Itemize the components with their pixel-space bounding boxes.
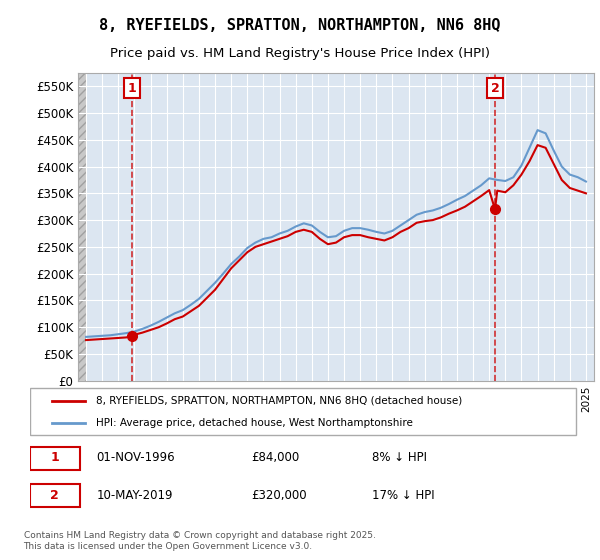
- Text: 10-MAY-2019: 10-MAY-2019: [96, 489, 173, 502]
- Bar: [78, 73, 86, 381]
- FancyBboxPatch shape: [30, 389, 577, 435]
- Text: 8, RYEFIELDS, SPRATTON, NORTHAMPTON, NN6 8HQ (detached house): 8, RYEFIELDS, SPRATTON, NORTHAMPTON, NN6…: [96, 395, 463, 405]
- Text: 8% ↓ HPI: 8% ↓ HPI: [372, 451, 427, 464]
- FancyBboxPatch shape: [30, 484, 80, 507]
- Text: 8, RYEFIELDS, SPRATTON, NORTHAMPTON, NN6 8HQ: 8, RYEFIELDS, SPRATTON, NORTHAMPTON, NN6…: [99, 18, 501, 33]
- Text: HPI: Average price, detached house, West Northamptonshire: HPI: Average price, detached house, West…: [96, 418, 413, 428]
- Bar: [78, 73, 86, 381]
- Text: 17% ↓ HPI: 17% ↓ HPI: [372, 489, 435, 502]
- Text: £320,000: £320,000: [251, 489, 307, 502]
- Text: 1: 1: [50, 451, 59, 464]
- Text: £84,000: £84,000: [251, 451, 299, 464]
- Text: 1: 1: [127, 82, 136, 95]
- Text: Price paid vs. HM Land Registry's House Price Index (HPI): Price paid vs. HM Land Registry's House …: [110, 48, 490, 60]
- Text: 2: 2: [50, 489, 59, 502]
- Text: Contains HM Land Registry data © Crown copyright and database right 2025.
This d: Contains HM Land Registry data © Crown c…: [23, 531, 376, 551]
- FancyBboxPatch shape: [30, 446, 80, 470]
- Text: 01-NOV-1996: 01-NOV-1996: [96, 451, 175, 464]
- Text: 2: 2: [491, 82, 499, 95]
